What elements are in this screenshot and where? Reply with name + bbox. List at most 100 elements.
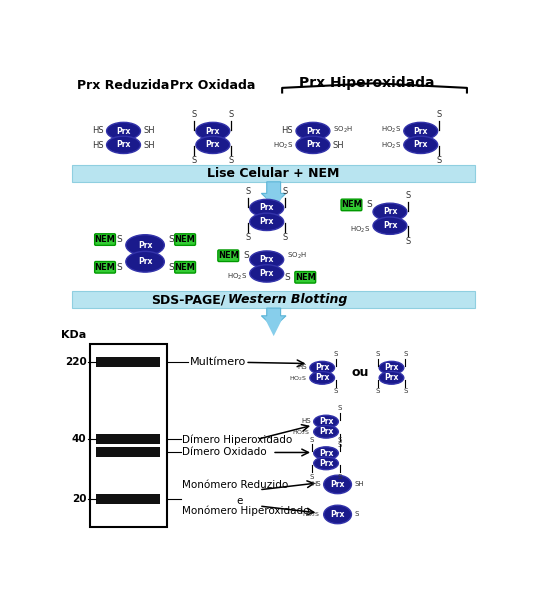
Text: SO$_2$H: SO$_2$H bbox=[287, 251, 307, 261]
Text: S: S bbox=[310, 474, 315, 480]
Text: S: S bbox=[246, 233, 251, 242]
Text: NEM: NEM bbox=[175, 235, 195, 244]
Ellipse shape bbox=[404, 136, 438, 153]
Ellipse shape bbox=[313, 447, 339, 460]
Text: Prx: Prx bbox=[413, 126, 428, 135]
Text: HO$_2$S: HO$_2$S bbox=[350, 225, 370, 235]
Bar bbox=[96, 493, 161, 504]
Ellipse shape bbox=[107, 123, 140, 140]
Text: S: S bbox=[116, 263, 122, 272]
Text: S: S bbox=[192, 156, 197, 165]
Text: Lise Celular + NEM: Lise Celular + NEM bbox=[208, 167, 340, 180]
Text: HS: HS bbox=[92, 126, 104, 135]
Text: 220: 220 bbox=[65, 358, 87, 367]
Ellipse shape bbox=[296, 136, 330, 153]
Ellipse shape bbox=[296, 123, 330, 140]
Text: Prx: Prx bbox=[319, 427, 333, 436]
Text: Prx: Prx bbox=[315, 363, 329, 372]
Bar bbox=[72, 165, 475, 182]
FancyBboxPatch shape bbox=[95, 234, 115, 245]
Text: Prx: Prx bbox=[413, 140, 428, 149]
Text: NEM: NEM bbox=[295, 273, 316, 282]
Text: HS: HS bbox=[301, 417, 311, 423]
Text: HO$_2$S: HO$_2$S bbox=[381, 125, 400, 135]
Text: S: S bbox=[367, 201, 373, 210]
Text: Prx: Prx bbox=[331, 510, 345, 519]
Text: S: S bbox=[282, 187, 288, 196]
Bar bbox=[96, 358, 161, 367]
Text: S: S bbox=[334, 352, 338, 358]
FancyBboxPatch shape bbox=[341, 199, 362, 211]
Text: SH: SH bbox=[355, 481, 364, 487]
Text: HS: HS bbox=[311, 481, 320, 487]
Ellipse shape bbox=[126, 235, 164, 255]
Text: S: S bbox=[229, 111, 234, 120]
Text: HO$_2$S: HO$_2$S bbox=[381, 141, 400, 151]
Ellipse shape bbox=[379, 371, 404, 384]
Text: S: S bbox=[337, 405, 342, 411]
Text: S: S bbox=[192, 111, 197, 120]
Text: S: S bbox=[337, 442, 342, 448]
Text: SO$_2$H: SO$_2$H bbox=[333, 125, 353, 135]
Text: Prx: Prx bbox=[306, 140, 320, 149]
Text: HO$_2$S: HO$_2$S bbox=[302, 510, 320, 519]
FancyBboxPatch shape bbox=[175, 234, 195, 245]
Text: HO$_2$S: HO$_2$S bbox=[293, 428, 311, 437]
FancyBboxPatch shape bbox=[295, 272, 316, 283]
Text: Prx: Prx bbox=[116, 140, 131, 149]
Text: S: S bbox=[337, 474, 342, 480]
Text: Prx: Prx bbox=[319, 449, 333, 458]
Text: Prx: Prx bbox=[331, 480, 345, 489]
Text: Prx: Prx bbox=[116, 126, 131, 135]
Text: S: S bbox=[406, 237, 411, 246]
Text: S: S bbox=[437, 156, 442, 165]
Bar bbox=[72, 291, 475, 308]
Ellipse shape bbox=[313, 457, 339, 470]
Text: Prx Hiperoxidada: Prx Hiperoxidada bbox=[299, 76, 435, 89]
Text: NEM: NEM bbox=[175, 263, 195, 272]
Text: Prx: Prx bbox=[319, 417, 333, 426]
Text: S: S bbox=[355, 512, 359, 518]
Text: 40: 40 bbox=[72, 434, 87, 445]
Ellipse shape bbox=[250, 199, 284, 217]
Ellipse shape bbox=[379, 361, 404, 374]
Text: SH: SH bbox=[144, 141, 155, 150]
Text: Prx: Prx bbox=[206, 126, 220, 135]
Ellipse shape bbox=[310, 361, 334, 374]
Ellipse shape bbox=[250, 265, 284, 282]
Text: SH: SH bbox=[144, 126, 155, 135]
Ellipse shape bbox=[313, 425, 339, 438]
Bar bbox=[96, 448, 161, 457]
Text: S: S bbox=[284, 273, 290, 282]
Text: S: S bbox=[282, 233, 288, 242]
Text: S: S bbox=[244, 251, 249, 260]
Text: SH: SH bbox=[333, 141, 344, 150]
Text: Prx: Prx bbox=[383, 221, 397, 230]
Text: Prx: Prx bbox=[260, 217, 274, 226]
Text: Prx: Prx bbox=[138, 240, 152, 249]
Text: HO$_2$S: HO$_2$S bbox=[226, 272, 247, 283]
Text: Prx: Prx bbox=[138, 257, 152, 266]
FancyBboxPatch shape bbox=[175, 262, 195, 273]
Text: Prx Oxidada: Prx Oxidada bbox=[170, 79, 256, 92]
Text: S: S bbox=[403, 352, 407, 358]
Text: Prx: Prx bbox=[306, 126, 320, 135]
Text: S: S bbox=[337, 437, 342, 443]
Ellipse shape bbox=[250, 213, 284, 231]
Text: Monómero Reduzido: Monómero Reduzido bbox=[182, 480, 288, 490]
Text: S: S bbox=[375, 388, 380, 394]
Ellipse shape bbox=[404, 123, 438, 140]
Text: Prx Reduzida: Prx Reduzida bbox=[77, 79, 170, 92]
Text: Monómero Hiperoxidado: Monómero Hiperoxidado bbox=[182, 506, 310, 516]
FancyBboxPatch shape bbox=[95, 262, 115, 273]
Text: S: S bbox=[406, 191, 411, 201]
Ellipse shape bbox=[250, 251, 284, 268]
Text: HO$_2$S: HO$_2$S bbox=[288, 374, 307, 384]
Text: Prx: Prx bbox=[206, 140, 220, 149]
FancyArrow shape bbox=[261, 182, 286, 205]
Bar bbox=[90, 344, 167, 527]
Text: Prx: Prx bbox=[260, 269, 274, 278]
Text: S: S bbox=[403, 388, 407, 394]
Text: Prx: Prx bbox=[384, 373, 399, 382]
Text: S: S bbox=[116, 235, 122, 244]
